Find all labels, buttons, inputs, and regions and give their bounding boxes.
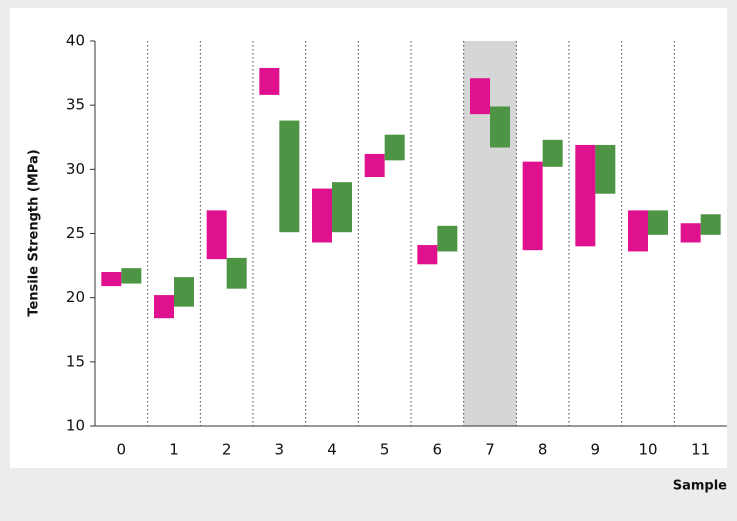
x-tick-label: 7 [485,441,495,459]
x-tick-label: 6 [433,441,443,459]
range-bar [259,67,280,95]
x-tick-label: 10 [638,441,657,459]
range-bar [206,210,227,260]
range-bar [332,182,352,233]
range-bar [595,144,616,194]
y-tick-label: 35 [66,96,85,114]
range-bar [279,120,300,233]
x-tick-label: 0 [117,441,127,459]
y-axis-label: Tensile Strength (MPa) [27,149,42,316]
x-tick-label: 2 [222,441,232,459]
x-tick-label: 8 [538,441,548,459]
range-bar [364,153,385,178]
y-tick-label: 10 [66,417,85,435]
x-tick-label: 4 [327,441,337,459]
range-bar [417,245,438,265]
y-tick-label: 15 [66,352,85,370]
x-tick-label: 9 [591,441,601,459]
x-tick-label: 3 [275,441,285,459]
x-tick-label: 5 [380,441,390,459]
y-tick-label: 40 [66,32,85,50]
range-bar [174,277,194,307]
range-bar [121,268,142,284]
plot-background [10,8,727,468]
y-tick-label: 25 [66,224,85,242]
y-tick-label: 20 [66,288,85,306]
range-bar [312,188,332,243]
range-bar [437,225,458,252]
range-bar [470,78,490,115]
range-bar [628,210,648,252]
range-bar [542,139,563,167]
range-bar [226,257,247,289]
range-bar [648,210,668,235]
range-bar [490,106,510,148]
range-bar [154,295,174,319]
range-bar [384,134,405,161]
x-tick-label: 11 [691,441,710,459]
range-bar [700,214,721,235]
x-tick-label: 1 [169,441,179,459]
range-bar [680,223,701,243]
range-bar [522,161,543,251]
range-bar [575,144,596,247]
y-tick-label: 30 [66,160,85,178]
x-axis-label: Sample [673,479,727,494]
range-bar [101,272,122,287]
